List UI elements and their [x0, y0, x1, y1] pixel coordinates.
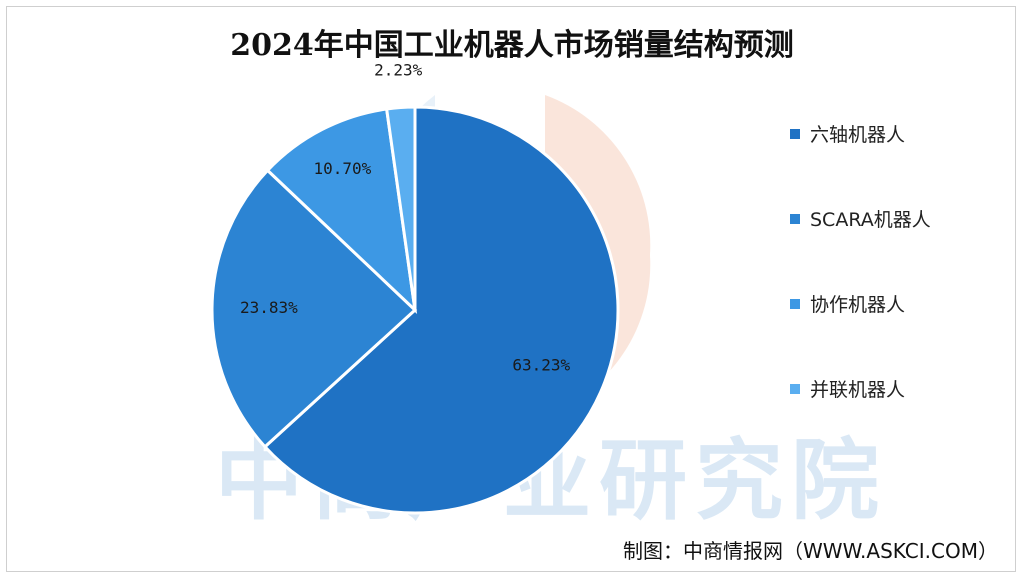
- legend-swatch: [790, 383, 800, 394]
- legend-swatch: [790, 128, 800, 139]
- chart-title: 2024年中国工业机器人市场销量结构预测: [230, 28, 794, 63]
- legend-label: 协作机器人: [810, 294, 906, 316]
- legend-swatch: [790, 298, 800, 309]
- legend-swatch: [790, 213, 800, 224]
- legend-item-2: SCARA机器人: [790, 205, 931, 232]
- pie-slice-3: [265, 107, 418, 315]
- legend-label: 六轴机器人: [810, 124, 906, 146]
- legend-item-4: 并联机器人: [790, 375, 905, 402]
- legend-item-3: 协作机器人: [790, 290, 905, 317]
- pie-slice-4: [384, 105, 417, 311]
- slice-value-label-4: 2.23%: [374, 61, 423, 80]
- legend-label: 并联机器人: [810, 379, 906, 401]
- source-credit: 制图：中商情报网（WWW.ASKCI.COM）: [623, 539, 998, 563]
- pie-slice-1: [262, 105, 620, 515]
- pie-slice-2: [210, 168, 418, 449]
- slice-value-label-1: 63.23%: [512, 355, 570, 374]
- slice-value-label-2: 23.83%: [240, 298, 298, 317]
- slice-value-label-3: 10.70%: [314, 159, 372, 178]
- pie-labels: 63.23% 23.83% 10.70% 2.23%: [240, 61, 571, 375]
- legend-label: SCARA机器人: [810, 209, 931, 231]
- pie-slices: [210, 105, 620, 515]
- legend-item-1: 六轴机器人: [790, 120, 905, 147]
